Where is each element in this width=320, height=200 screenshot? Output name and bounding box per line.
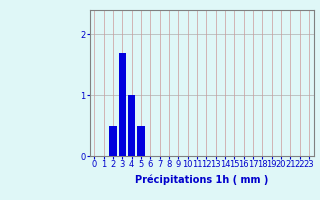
Bar (109, 126, 117, 156)
X-axis label: Précipitations 1h ( mm ): Précipitations 1h ( mm ) (135, 175, 268, 185)
Bar (128, 95, 135, 156)
Bar (118, 53, 126, 156)
Bar (137, 126, 145, 156)
